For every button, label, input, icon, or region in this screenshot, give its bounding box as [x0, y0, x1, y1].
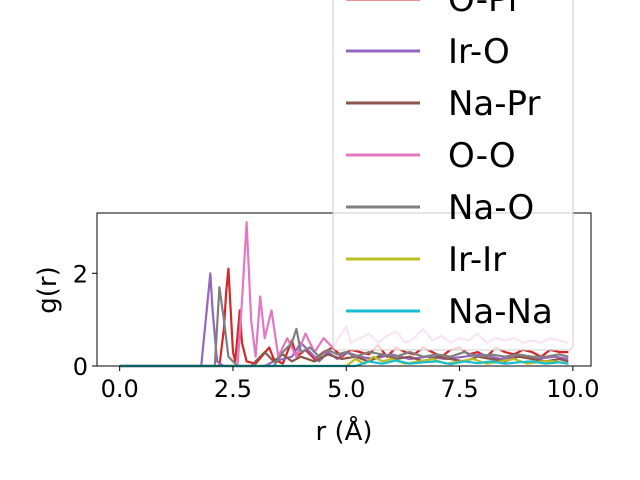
legend-label-ir-ir: Ir-Ir	[448, 240, 506, 280]
y-axis-label: g(r)	[33, 266, 63, 313]
x-tick-label: 10.0	[546, 375, 599, 403]
x-tick-label: 5.0	[327, 375, 365, 403]
x-tick-label: 7.5	[440, 375, 478, 403]
legend-label-ir-o: Ir-O	[448, 32, 510, 72]
y-axis-ticks: 02	[73, 260, 97, 381]
x-axis-label: r (Å)	[315, 415, 372, 447]
x-tick-label: 2.5	[214, 375, 252, 403]
legend-label-na-o: Na-O	[448, 188, 534, 228]
x-tick-label: 0.0	[101, 375, 139, 403]
x-axis-ticks: 0.0 2.5 5.0 7.5 10.0	[101, 366, 600, 403]
legend-items: O-Pr Ir-O Na-Pr O-O Na-O Ir-Ir Na-Na	[346, 0, 553, 332]
legend-box	[332, 0, 574, 351]
legend: O-Pr Ir-O Na-Pr O-O Na-O Ir-Ir Na-Na	[332, 0, 574, 351]
series-line-na-na	[119, 359, 569, 368]
legend-label-na-pr: Na-Pr	[448, 84, 540, 124]
y-tick-label: 0	[73, 353, 88, 381]
legend-label-o-pr: O-Pr	[448, 0, 522, 20]
legend-label-o-o: O-O	[448, 136, 516, 176]
y-tick-label: 2	[73, 260, 88, 288]
legend-label-na-na: Na-Na	[448, 292, 553, 332]
